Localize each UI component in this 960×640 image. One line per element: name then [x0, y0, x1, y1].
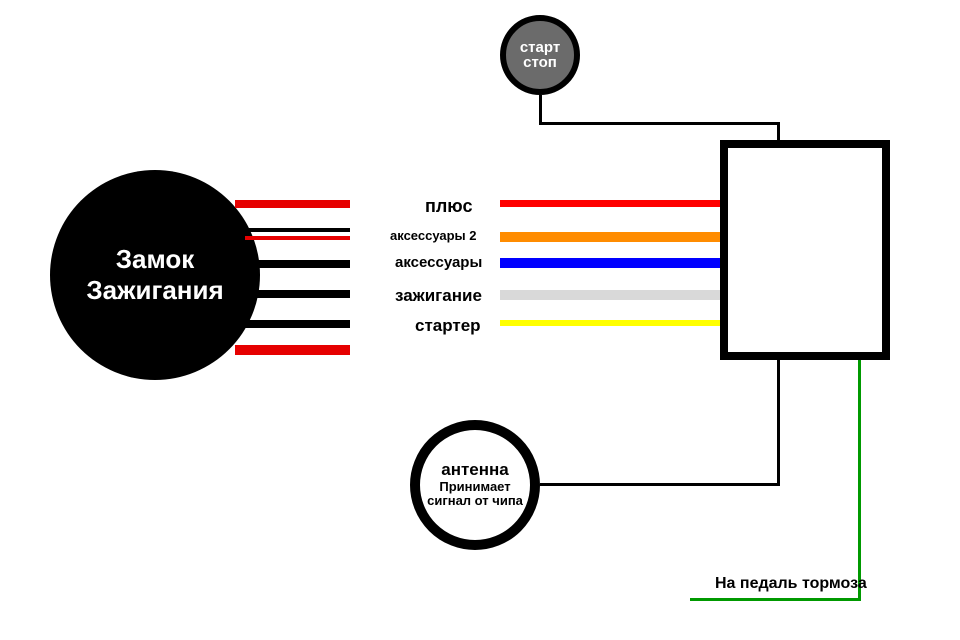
start-stop-node: старт стоп	[500, 15, 580, 95]
antenna-label-3: сигнал от чипа	[427, 494, 523, 508]
startstop-hline	[539, 122, 780, 125]
left-wire	[235, 200, 350, 208]
startstop-vline2	[777, 122, 780, 142]
start-stop-label-2: стоп	[523, 55, 557, 70]
left-wire	[235, 345, 350, 355]
signal-label-starter: стартер	[415, 316, 481, 336]
brake-vline	[858, 360, 861, 598]
start-stop-label-1: старт	[520, 40, 560, 55]
ignition-lock-label-1: Замок	[116, 244, 195, 275]
left-wire	[255, 260, 350, 268]
signal-wire-ignition	[500, 290, 724, 300]
ignition-lock-label-2: Зажигания	[86, 275, 223, 306]
signal-label-plus: плюс	[425, 196, 472, 217]
antenna-vline	[777, 360, 780, 486]
left-wire	[245, 236, 350, 240]
antenna-label-1: антенна	[441, 461, 509, 480]
startstop-vline	[539, 95, 542, 125]
left-wire	[255, 290, 350, 298]
antenna-node: антенна Принимает сигнал от чипа	[410, 420, 540, 550]
antenna-hline	[540, 483, 777, 486]
antenna-label-2: Принимает	[439, 480, 510, 494]
signal-wire-accessory2	[500, 232, 724, 242]
brake-hline	[690, 598, 861, 601]
ignition-lock-node: Замок Зажигания	[50, 170, 260, 380]
signal-label-ignition: зажигание	[395, 286, 482, 306]
brake-pedal-label: На педаль тормоза	[715, 575, 867, 593]
signal-wire-starter	[500, 320, 724, 326]
signal-wire-plus	[500, 200, 724, 207]
control-box	[720, 140, 890, 360]
left-wire	[245, 228, 350, 232]
signal-wire-accessory	[500, 258, 724, 268]
left-wire	[245, 320, 350, 328]
signal-label-accessory2: аксессуары 2	[390, 228, 477, 243]
signal-label-accessory: аксессуары	[395, 254, 482, 271]
